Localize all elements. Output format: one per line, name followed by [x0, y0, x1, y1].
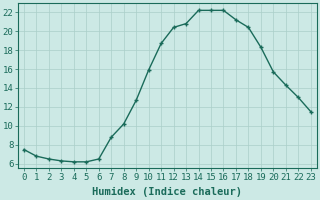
X-axis label: Humidex (Indice chaleur): Humidex (Indice chaleur): [92, 187, 242, 197]
